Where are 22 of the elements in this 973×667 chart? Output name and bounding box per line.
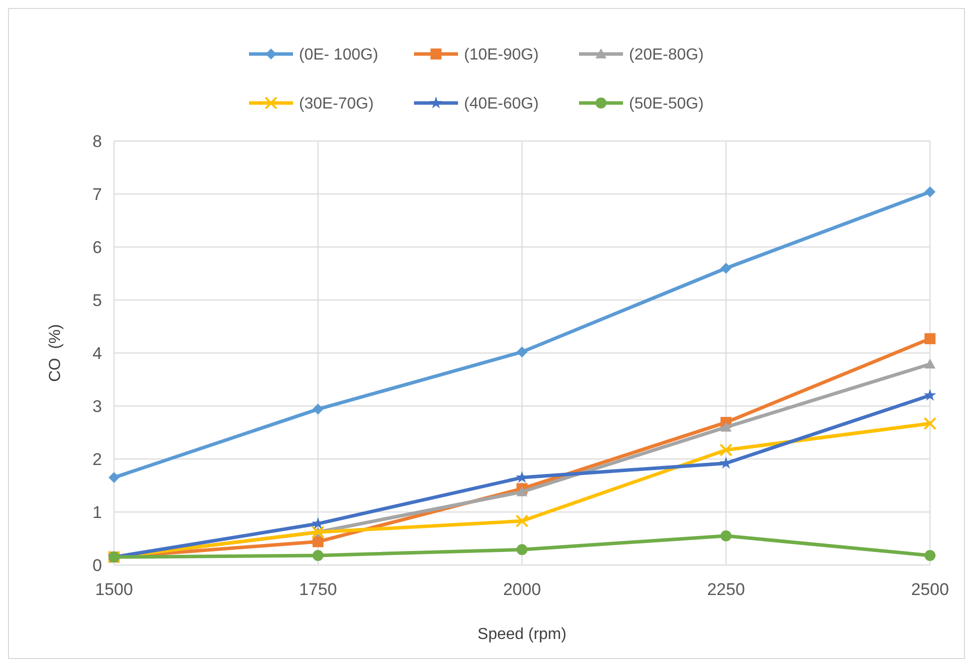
x-tick-label: 1750 [299,580,337,599]
legend-label: (50E-50G) [629,96,704,113]
legend-label: (40E-60G) [464,96,539,113]
y-tick-label: 6 [92,238,102,257]
y-tick-label: 7 [92,184,102,204]
x-tick-label: 1500 [95,580,133,599]
y-axis-title: CO (%) [47,324,64,382]
x-tick-label: 2000 [503,580,541,599]
x-tick-label: 2250 [707,580,745,599]
y-tick-label: 2 [92,450,102,469]
y-tick-label: 4 [92,344,102,363]
y-tick-label: 8 [92,132,102,151]
x-tick-label: 2500 [911,580,949,599]
y-tick-label: 3 [92,396,102,416]
legend-label: (10E-90G) [464,46,539,64]
legend-label: (20E-80G) [629,46,704,64]
legend-label: (30E-70G) [299,96,374,113]
y-tick-label: 1 [92,502,102,522]
y-tick-label: 0 [92,556,102,575]
legend-label: (0E- 100G) [299,46,378,64]
y-tick-label: 5 [92,290,102,310]
x-axis-title: Speed (rpm) [478,626,566,643]
